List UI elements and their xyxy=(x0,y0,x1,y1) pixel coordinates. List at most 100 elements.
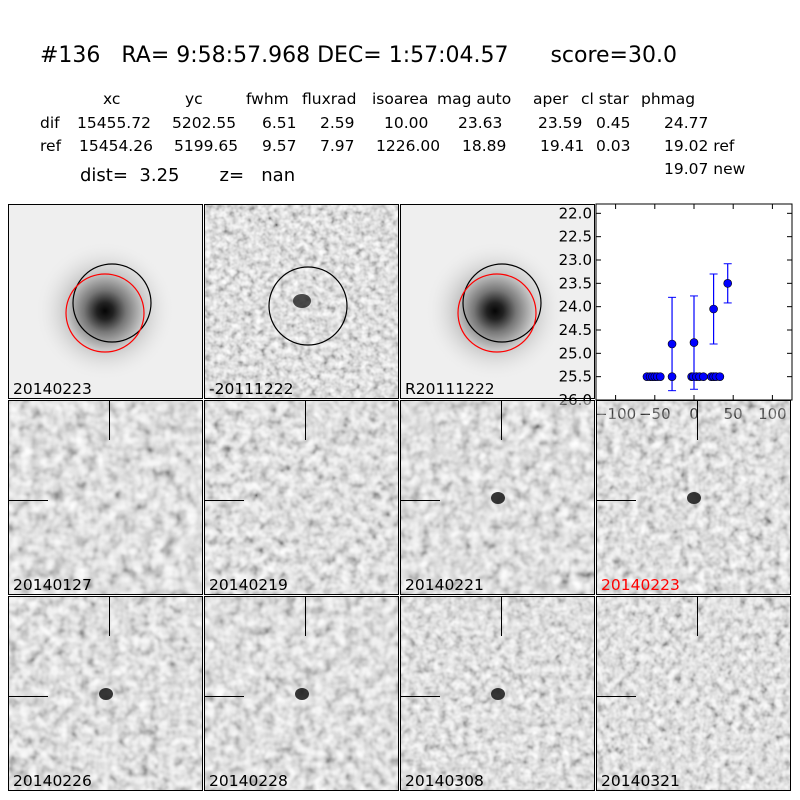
dist-label: dist= xyxy=(80,165,128,186)
data-point xyxy=(667,339,677,349)
data-point xyxy=(645,372,655,381)
crosshair-tick-vertical xyxy=(697,597,698,636)
cell-ref-cl-star: 0.03 xyxy=(596,137,631,155)
crosshair-tick-vertical xyxy=(501,401,502,440)
stamp-epoch[interactable]: 20140221 xyxy=(400,400,595,595)
row-label-dif: dif xyxy=(40,114,60,132)
col-header-xc: xc xyxy=(103,90,121,108)
cell-ref-isoarea: 1226.00 xyxy=(376,137,441,155)
stamp-label: 20140223 xyxy=(13,380,92,398)
data-point xyxy=(709,372,718,381)
cell-dif-aper: 23.59 xyxy=(538,114,583,132)
dif-aperture-circle xyxy=(268,266,348,346)
cell-ref-yc: 5199.65 xyxy=(174,137,239,155)
stamp-epoch[interactable]: 20140226 xyxy=(8,596,203,791)
cell-ref-fluxrad: 7.97 xyxy=(320,137,355,155)
stamp-epoch[interactable]: 20140228 xyxy=(204,596,399,791)
row-label-ref: ref xyxy=(40,137,62,155)
crosshair-tick-horizontal xyxy=(9,500,48,501)
data-point xyxy=(695,372,704,381)
stamp-diff[interactable]: -20111222 xyxy=(204,204,399,399)
stamp-image xyxy=(401,597,594,790)
cell-ref-mag-auto: 18.89 xyxy=(462,137,507,155)
cell-dif-mag-auto: 23.63 xyxy=(458,114,503,132)
data-point xyxy=(723,279,733,288)
stamp-new-image xyxy=(9,205,202,398)
ref-aperture-circle xyxy=(457,273,537,353)
stamp-epoch[interactable]: 20140219 xyxy=(204,400,399,595)
cell-ref-aper: 19.41 xyxy=(540,137,585,155)
cell-dif-fluxrad: 2.59 xyxy=(320,114,355,132)
crosshair-tick-vertical xyxy=(501,597,502,636)
crosshair-tick-horizontal xyxy=(597,500,636,501)
dist-z-line: dist= 3.25 z= nan xyxy=(80,165,295,186)
crosshair-tick-horizontal xyxy=(205,500,244,501)
data-point xyxy=(648,372,657,381)
col-header-mag-auto: mag auto xyxy=(437,90,512,108)
stamp-label: 20140228 xyxy=(209,772,288,790)
stamp-epoch[interactable]: 20140127 xyxy=(8,400,203,595)
cell-dif-fwhm: 6.51 xyxy=(262,114,297,132)
z-value: nan xyxy=(261,165,296,186)
crosshair-tick-vertical xyxy=(109,401,110,440)
stamp-label: 20140223 xyxy=(601,576,680,594)
dist-value: 3.25 xyxy=(139,165,180,186)
data-point xyxy=(688,372,698,381)
stamp-image xyxy=(9,597,202,790)
crosshair-tick-horizontal xyxy=(401,500,440,501)
col-header-fwhm: fwhm xyxy=(246,90,289,108)
col-header-fluxrad: fluxrad xyxy=(302,90,357,108)
data-point xyxy=(709,304,718,314)
data-point xyxy=(699,372,708,381)
cell-ref-fwhm: 9.57 xyxy=(262,137,297,155)
stamp-epoch[interactable]: 20140308 xyxy=(400,596,595,791)
ref-aperture-circle xyxy=(65,273,145,353)
stamp-new[interactable]: 20140223 xyxy=(8,204,203,399)
crosshair-tick-vertical xyxy=(305,597,306,636)
cell-dif-phmag: 24.77 xyxy=(664,114,709,132)
dif-aperture-circle xyxy=(462,263,542,343)
stamp-label: 20140127 xyxy=(13,576,92,594)
data-point xyxy=(692,372,701,381)
stamp-label: 20140321 xyxy=(601,772,680,790)
cell-dif-yc: 5202.55 xyxy=(172,114,237,132)
stamp-label: 20140226 xyxy=(13,772,92,790)
stamp-image xyxy=(205,401,398,594)
data-point xyxy=(689,338,699,347)
stamp-label: 20140308 xyxy=(405,772,484,790)
stamp-image xyxy=(597,597,790,790)
data-point xyxy=(687,372,696,381)
plot-frame xyxy=(595,203,793,401)
stamp-ref[interactable]: R20111222 xyxy=(400,204,595,399)
data-point xyxy=(650,372,660,381)
col-header-cl-star: cl star xyxy=(581,90,629,108)
stamp-epoch[interactable]: 20140321 xyxy=(596,596,791,791)
crosshair-tick-vertical xyxy=(305,401,306,440)
data-point xyxy=(711,372,721,381)
crosshair-tick-vertical xyxy=(109,597,110,636)
phmag-new: 19.07 new xyxy=(664,160,746,178)
stamp-ref-image xyxy=(401,205,594,398)
stamp-image xyxy=(597,401,790,594)
col-header-isoarea: isoarea xyxy=(372,90,429,108)
crosshair-tick-horizontal xyxy=(205,696,244,697)
col-header-phmag: phmag xyxy=(641,90,696,108)
stamp-image xyxy=(401,401,594,594)
stamp-label: 20140219 xyxy=(209,576,288,594)
col-header-aper: aper xyxy=(533,90,569,108)
candidate-title: #136 RA= 9:58:57.968 DEC= 1:57:04.57 sco… xyxy=(40,43,677,68)
dif-aperture-circle xyxy=(72,263,152,343)
stamp-image xyxy=(9,401,202,594)
stamp-label: -20111222 xyxy=(209,380,294,398)
stamp-epoch[interactable]: 20140223 xyxy=(596,400,791,595)
data-point xyxy=(652,372,662,381)
data-point xyxy=(667,372,677,381)
cell-ref-xc: 15454.26 xyxy=(79,137,153,155)
cell-dif-xc: 15455.72 xyxy=(77,114,151,132)
stamp-image xyxy=(205,597,398,790)
stamp-diff-image xyxy=(205,205,398,398)
crosshair-tick-horizontal xyxy=(9,696,48,697)
crosshair-tick-horizontal xyxy=(597,696,636,697)
cell-dif-cl-star: 0.45 xyxy=(596,114,631,132)
data-point xyxy=(715,372,725,381)
